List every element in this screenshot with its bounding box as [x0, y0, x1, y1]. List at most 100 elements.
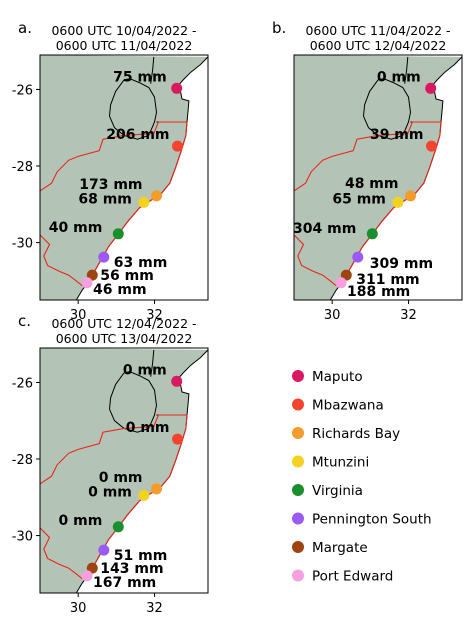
mozambique-border [150, 349, 155, 377]
station-marker-virginia [112, 228, 124, 240]
x-ticks: 30 32 [70, 593, 163, 616]
station-marker-mbazwana [172, 140, 183, 152]
rainfall-value-port-edward: 188 mm [347, 284, 410, 300]
rainfall-value-virginia: 40 mm [49, 220, 103, 236]
panel-label: c. [18, 312, 31, 330]
station-marker-port-edward [335, 277, 347, 289]
map-frame [39, 347, 209, 594]
station-marker-pennington-south [98, 544, 110, 556]
kzn-boundary-north [293, 121, 441, 192]
eswatini-border [108, 371, 158, 433]
y-tick-label: -30 [12, 237, 33, 252]
eswatini-border [108, 78, 158, 140]
rainfall-value-virginia: 0 mm [59, 513, 103, 529]
legend-label-port-edward: Port Edward [312, 569, 393, 585]
legend-marker-virginia [292, 484, 304, 496]
kzn-boundary-north [39, 121, 187, 192]
kzn-boundary-south [39, 234, 88, 287]
rainfall-value-richards-bay: 48 mm [345, 176, 399, 192]
rainfall-value-mbazwana: 0 mm [126, 420, 170, 436]
mozambique-border [150, 56, 155, 84]
station-marker-maputo [171, 375, 183, 387]
map-frame [293, 54, 463, 301]
station-marker-maputo [171, 82, 183, 94]
y-tick-label: -26 [12, 83, 33, 98]
station-marker-richards-bay [151, 483, 162, 495]
kzn-boundary-south [293, 234, 342, 287]
rainfall-value-margate: 56 mm [100, 268, 154, 284]
rainfall-value-maputo: 0 mm [377, 69, 421, 85]
x-tick-label: 30 [70, 308, 87, 323]
legend-marker-margate [292, 541, 304, 553]
mozambique-border [404, 56, 409, 84]
legend-marker-port-edward [292, 569, 304, 582]
rainfall-value-mbazwana: 39 mm [370, 127, 424, 143]
legend-label-pennington-south: Pennington South [312, 512, 432, 528]
station-marker-port-edward [81, 570, 93, 582]
land [40, 348, 208, 593]
station-marker-mtunzini [138, 196, 150, 208]
legend-marker-maputo [292, 370, 304, 382]
x-ticks: 30 32 [70, 300, 163, 323]
panel-label: b. [272, 19, 286, 37]
y-tick-label: -28 [12, 160, 33, 175]
rainfall-value-virginia: 304 mm [293, 221, 356, 237]
rainfall-value-mtunzini: 0 mm [88, 484, 132, 500]
legend-marker-pennington-south [292, 512, 304, 525]
panel-title-line2: 0600 UTC 11/04/2022 [56, 38, 193, 53]
x-tick-label: 32 [146, 308, 163, 323]
legend-label-virginia: Virginia [312, 483, 363, 499]
legend-label-maputo: Maputo [312, 369, 363, 385]
panel-title-line1: 0600 UTC 12/04/2022 - [51, 316, 196, 331]
kzn-boundary-north [39, 414, 187, 485]
station-marker-maputo [425, 82, 437, 94]
legend: Maputo Mbazwana Richards Bay Mtunzini Virgin… [292, 369, 432, 585]
station-marker-mbazwana [172, 433, 183, 445]
panel-title-line2: 0600 UTC 12/04/2022 [310, 38, 447, 53]
station-marker-mtunzini [392, 196, 404, 208]
legend-label-margate: Margate [312, 540, 368, 556]
panel-a: a. 0600 UTC 10/04/2022 - 0600 UTC 11/04/… [12, 19, 209, 323]
panel-b: b. 0600 UTC 11/04/2022 - 0600 UTC 12/04/… [272, 19, 463, 323]
legend-marker-mbazwana [292, 398, 304, 411]
x-tick-label: 32 [146, 601, 163, 616]
rainfall-value-pennington-south: 63 mm [114, 255, 168, 271]
land [40, 55, 208, 300]
rainfall-value-maputo: 75 mm [113, 69, 167, 85]
y-tick-label: -26 [12, 376, 33, 391]
y-ticks: -26 -28 -30 [12, 376, 40, 545]
rainfall-value-port-edward: 46 mm [93, 282, 147, 298]
x-tick-label: 32 [400, 308, 417, 323]
land [294, 55, 462, 300]
panel-title-line1: 0600 UTC 11/04/2022 - [305, 23, 450, 38]
panel-title-line2: 0600 UTC 13/04/2022 [56, 331, 193, 346]
rainfall-value-port-edward: 167 mm [93, 575, 156, 591]
legend-label-mbazwana: Mbazwana [312, 398, 384, 414]
panel-c: c. 0600 UTC 12/04/2022 - 0600 UTC 13/04/… [12, 312, 209, 616]
station-marker-virginia [112, 521, 124, 533]
rainfall-value-pennington-south: 51 mm [114, 548, 168, 564]
rainfall-value-maputo: 0 mm [123, 362, 167, 378]
station-marker-margate [86, 269, 98, 281]
rainfall-value-richards-bay: 173 mm [79, 177, 142, 193]
map-frame [39, 54, 209, 301]
panel-label: a. [18, 19, 32, 37]
rainfall-value-mtunzini: 68 mm [78, 191, 132, 207]
legend-marker-mtunzini [292, 455, 304, 468]
legend-marker-richards-bay [292, 427, 304, 439]
station-marker-pennington-south [352, 251, 364, 263]
station-marker-richards-bay [405, 190, 416, 202]
y-tick-label: -30 [12, 530, 33, 545]
station-marker-richards-bay [151, 190, 162, 202]
eswatini-border [362, 78, 412, 140]
rainfall-value-richards-bay: 0 mm [99, 470, 143, 486]
station-marker-virginia [366, 228, 378, 240]
rainfall-value-mtunzini: 65 mm [332, 191, 386, 207]
rainfall-value-pennington-south: 309 mm [370, 256, 433, 272]
station-marker-margate [340, 269, 352, 281]
station-marker-port-edward [81, 277, 93, 289]
